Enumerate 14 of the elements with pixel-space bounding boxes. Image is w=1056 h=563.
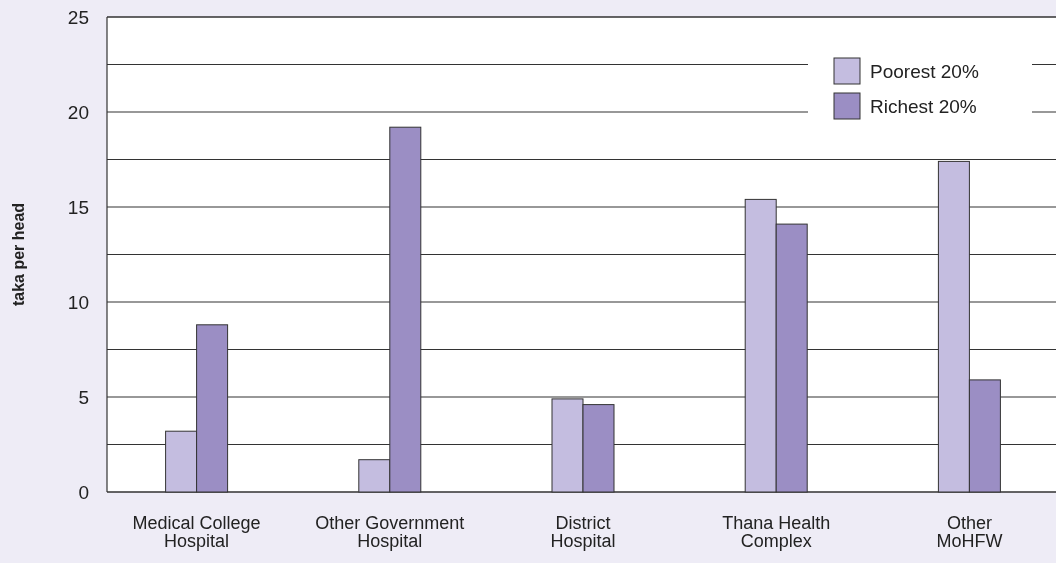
y-axis-title: taka per head [10, 202, 27, 307]
y-tick-label: 0 [78, 481, 89, 503]
y-tick-label: 20 [67, 101, 89, 123]
y-tick-label: 5 [78, 386, 89, 408]
y-tick-label: 15 [67, 196, 89, 218]
legend-label: Poorest 20% [870, 60, 979, 82]
x-tick-label: Other MoHFW [936, 513, 1003, 551]
x-tick-label: Other Government Hospital [315, 513, 465, 551]
legend-label: Richest 20% [870, 95, 977, 117]
y-tick-label: 25 [67, 6, 89, 28]
x-tick-label: Thana Health Complex [722, 513, 831, 551]
x-tick-label: District Hospital [550, 513, 616, 551]
x-tick-label: Medical College Hospital [132, 513, 261, 551]
y-tick-label: 10 [67, 291, 89, 313]
